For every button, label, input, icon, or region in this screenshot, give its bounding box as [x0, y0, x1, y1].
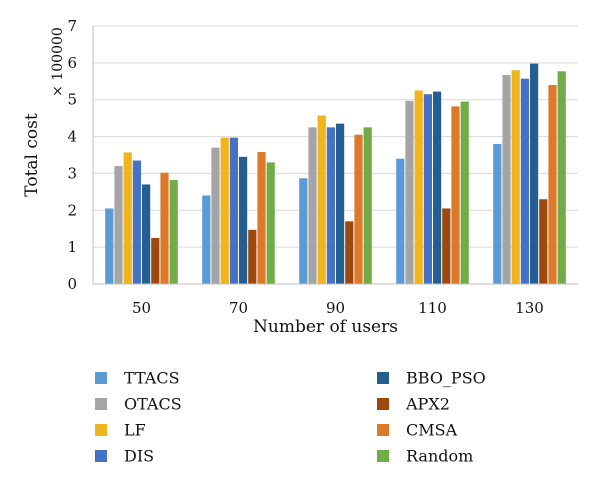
x-tick-label: 90: [326, 299, 345, 317]
bar-apx2-70: [248, 229, 257, 284]
bar-ttacs-70: [202, 195, 211, 284]
bar-dis-130: [520, 78, 529, 284]
y-tick-label: 2: [67, 201, 77, 219]
legend-item-random: Random: [377, 447, 473, 466]
bar-random-110: [460, 101, 469, 284]
bar-apx2-130: [539, 199, 548, 284]
legend-swatch: [377, 424, 389, 436]
y-tick-label: 4: [67, 128, 77, 146]
bar-random-90: [363, 127, 372, 284]
bar-dis-70: [229, 137, 238, 284]
x-tick-label: 70: [229, 299, 248, 317]
bar-bbo-pso-130: [530, 63, 539, 284]
legend-swatch: [95, 372, 107, 384]
legend-label: TTACS: [124, 369, 180, 388]
bar-cmsa-110: [451, 106, 460, 284]
bar-ttacs-50: [105, 208, 114, 284]
bar-lf-110: [414, 90, 423, 284]
x-tick-labels: 50 70 90 110 130: [132, 299, 544, 317]
bar-otacs-130: [502, 75, 511, 285]
legend-item-otacs: OTACS: [95, 395, 182, 414]
legend-item-ttacs: TTACS: [95, 369, 180, 388]
bar-apx2-50: [151, 237, 160, 284]
legend-swatch: [377, 372, 389, 384]
bar-random-50: [169, 180, 178, 284]
x-tick-label: 50: [132, 299, 151, 317]
bar-cmsa-90: [354, 134, 363, 284]
bar-ttacs-110: [396, 158, 405, 284]
bar-ttacs-130: [493, 143, 502, 284]
legend-label: BBO_PSO: [406, 369, 486, 388]
bar-lf-90: [317, 115, 326, 284]
bar-apx2-110: [442, 208, 451, 284]
bar-otacs-50: [114, 166, 123, 284]
bar-lf-70: [220, 137, 229, 284]
bar-dis-110: [423, 94, 432, 284]
bar-dis-50: [132, 160, 141, 284]
bar-lf-50: [123, 152, 132, 284]
y-tick-label: 7: [67, 17, 77, 35]
y-tick-labels: 0 1 2 3 4 5 6 7: [67, 17, 77, 293]
legend-label: Random: [406, 447, 473, 466]
y-tick-label: 3: [67, 164, 77, 182]
legend-label: LF: [124, 421, 146, 440]
bar-cmsa-50: [160, 172, 169, 284]
legend-label: DIS: [124, 447, 154, 466]
bar-random-70: [266, 162, 275, 284]
legend-label: APX2: [405, 395, 450, 414]
legend-swatch: [377, 450, 389, 462]
bar-bbo-pso-110: [433, 91, 442, 284]
y-tick-label: 1: [67, 238, 77, 256]
legend-item-lf: LF: [95, 421, 146, 440]
bar-ttacs-90: [299, 178, 308, 284]
legend-swatch: [95, 424, 107, 436]
y-tick-label: 5: [67, 91, 77, 109]
legend-swatch: [377, 398, 389, 410]
bar-dis-90: [326, 127, 335, 284]
y-axis-multiplier: × 100000: [50, 27, 66, 97]
x-tick-label: 130: [515, 299, 544, 317]
legend-item-bbo-pso: BBO_PSO: [377, 369, 486, 388]
legend-item-apx2: APX2: [377, 395, 450, 414]
bar-random-130: [557, 71, 566, 284]
x-tick-label: 110: [418, 299, 447, 317]
bar-otacs-110: [405, 100, 414, 284]
bar-cmsa-70: [257, 152, 266, 284]
legend-item-dis: DIS: [95, 447, 154, 466]
legend-item-cmsa: CMSA: [377, 421, 458, 440]
legend-label: CMSA: [406, 421, 458, 440]
y-axis-label: Total cost: [22, 113, 42, 197]
y-tick-label: 0: [67, 275, 77, 293]
legend-swatch: [95, 398, 107, 410]
bar-cmsa-130: [548, 84, 557, 284]
bar-otacs-70: [211, 147, 220, 284]
x-axis-label: Number of users: [253, 317, 398, 337]
legend: TTACS OTACS LF DIS BBO_PSO APX2 CMSA Random: [95, 369, 486, 466]
legend-label: OTACS: [124, 395, 182, 414]
bar-bbo-pso-50: [142, 184, 151, 284]
bar-bbo-pso-70: [239, 156, 248, 284]
bars: [105, 63, 566, 285]
legend-swatch: [95, 450, 107, 462]
bar-bbo-pso-90: [336, 123, 345, 285]
bar-apx2-90: [345, 221, 354, 284]
bar-lf-130: [511, 70, 520, 284]
bar-otacs-90: [308, 127, 317, 284]
axes: [92, 26, 578, 285]
y-tick-label: 6: [67, 54, 77, 72]
